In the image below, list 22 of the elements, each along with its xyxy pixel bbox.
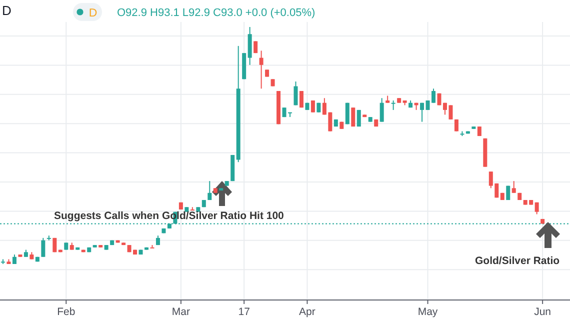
candlestick (41, 237, 46, 258)
x-tick-label: Mar (172, 306, 190, 318)
candlestick (380, 98, 384, 122)
annotation: Gold/Silver Ratio (475, 255, 560, 267)
candlestick (150, 244, 154, 248)
x-tick-label: May (418, 306, 438, 318)
candlestick (259, 50, 264, 90)
candlestick (248, 26, 252, 66)
candlestick (391, 100, 396, 110)
chart-subtitle: O92.9 H93.1 L92.9 C93.0 +0.0 (+0.05%) (117, 7, 316, 19)
x-tick-label: Jun (534, 306, 552, 318)
candlestick (351, 107, 356, 128)
candlestick (294, 81, 298, 106)
chart-title: D (2, 3, 12, 18)
candlestick (420, 102, 424, 122)
candlestick (190, 206, 194, 210)
text: D (88, 8, 98, 20)
candlestick (512, 180, 516, 194)
candlestick (208, 180, 212, 201)
x-tick-label: 17 (238, 306, 250, 318)
x-tick-label: Apr (299, 306, 316, 318)
x-tick-label: Feb (57, 306, 76, 318)
